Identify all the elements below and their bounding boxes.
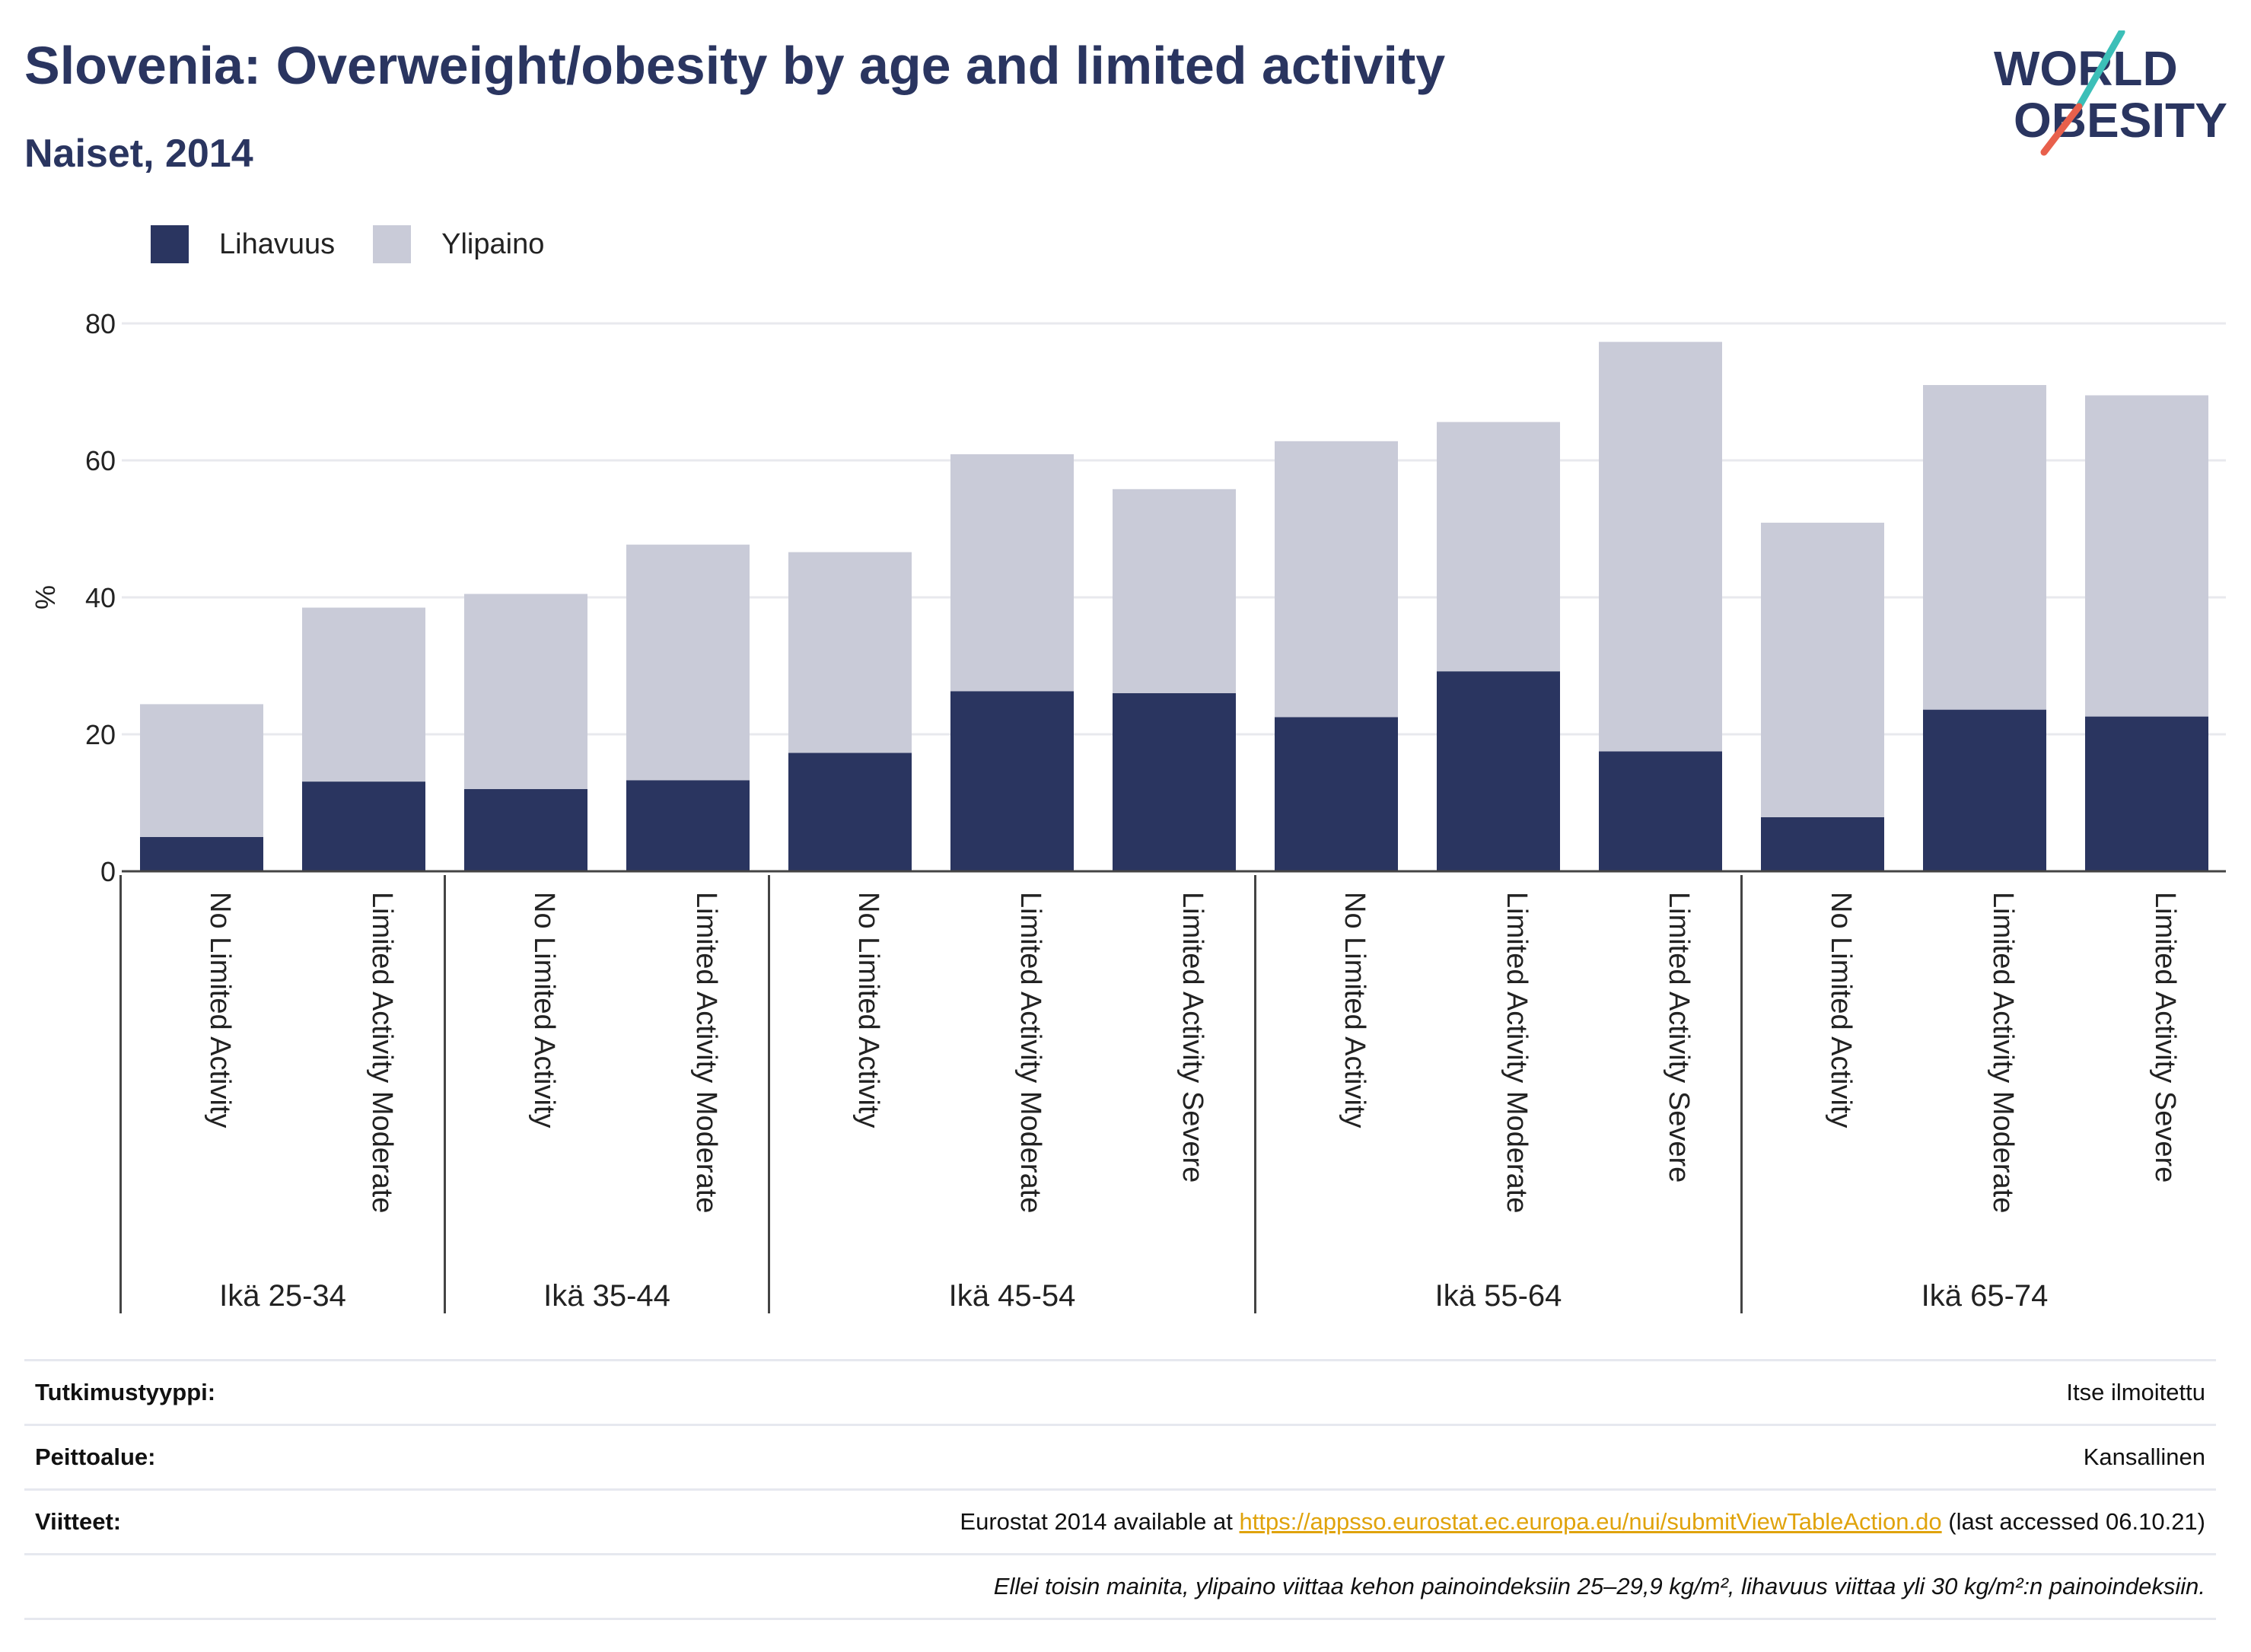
- y-tick-label: 0: [100, 856, 116, 887]
- x-category-label: Limited Activity Severe: [1176, 892, 1208, 1183]
- bar-obesity: [302, 781, 425, 871]
- x-group-label: Ikä 65-74: [1921, 1279, 2049, 1313]
- bar-overweight: [950, 454, 1074, 692]
- reference-prefix: Eurostat 2014 available at: [960, 1508, 1240, 1535]
- bar-overweight: [2085, 395, 2208, 717]
- legend-swatch-obesity: [151, 225, 189, 263]
- info-table: Tutkimustyyppi: Itse ilmoitettu Peittoal…: [24, 1359, 2216, 1620]
- chart-subtitle: Naiset, 2014: [24, 132, 253, 176]
- bar-overweight: [788, 552, 912, 753]
- x-category-label: Limited Activity Severe: [1663, 892, 1695, 1183]
- x-category-label: No Limited Activity: [528, 892, 560, 1128]
- definition-note: Ellei toisin mainita, ylipaino viittaa k…: [993, 1573, 2205, 1599]
- reference-link[interactable]: https://appsso.eurostat.ec.europa.eu/nui…: [1239, 1508, 1942, 1535]
- bar-overweight: [1437, 422, 1560, 672]
- x-category-label: No Limited Activity: [1339, 892, 1371, 1128]
- bar-overweight: [1923, 385, 2046, 710]
- x-group-label: Ikä 35-44: [543, 1279, 670, 1313]
- info-row-coverage: Peittoalue: Kansallinen: [24, 1424, 2216, 1488]
- bar-obesity: [626, 780, 750, 871]
- world-obesity-logo: WORLD OBESITY: [1994, 30, 2227, 156]
- bar-obesity: [1275, 717, 1398, 871]
- logo-slash-coral: [2040, 103, 2083, 156]
- bar-overweight: [1599, 342, 1722, 752]
- x-category-label: No Limited Activity: [204, 892, 236, 1128]
- y-tick-label: 40: [85, 582, 116, 613]
- x-group-label: Ikä 45-54: [949, 1279, 1076, 1313]
- info-row-note: Ellei toisin mainita, ylipaino viittaa k…: [24, 1553, 2216, 1620]
- x-category-label: Limited Activity Moderate: [1014, 892, 1046, 1213]
- logo-line-1: WORLD: [1994, 41, 2178, 96]
- info-row-references: Viitteet: Eurostat 2014 available at htt…: [24, 1488, 2216, 1553]
- x-category-label: Limited Activity Severe: [2149, 892, 2181, 1183]
- info-row-study-type: Tutkimustyyppi: Itse ilmoitettu: [24, 1359, 2216, 1424]
- x-category-label: No Limited Activity: [1825, 892, 1857, 1128]
- info-label-coverage: Peittoalue:: [35, 1444, 156, 1470]
- y-axis-label: %: [30, 585, 61, 610]
- bar-overweight: [140, 704, 263, 837]
- info-value-references: Eurostat 2014 available at https://appss…: [960, 1508, 2216, 1536]
- x-group-label: Ikä 25-34: [219, 1279, 346, 1313]
- bar-chart: 0 20 40 60 80% No Limited Activity Limited Act…: [30, 308, 2226, 1313]
- x-category-label: Limited Activity Moderate: [1501, 892, 1533, 1213]
- info-value-study-type: Itse ilmoitettu: [2066, 1379, 2205, 1405]
- legend-swatch-overweight: [373, 225, 412, 263]
- legend-label-obesity: Lihavuus: [219, 228, 336, 260]
- chart-legend: Lihavuus Ylipaino: [151, 225, 582, 263]
- bar-overweight: [1761, 522, 1884, 817]
- bar-obesity: [950, 691, 1074, 871]
- reference-suffix: (last accessed 06.10.21): [1941, 1508, 2205, 1535]
- bar-obesity: [788, 753, 912, 871]
- bar-obesity: [1599, 751, 1722, 871]
- bar-overweight: [1113, 489, 1236, 693]
- bar-obesity: [2085, 716, 2208, 871]
- chart-title: Slovenia: Overweight/obesity by age and …: [24, 36, 1446, 95]
- info-value-coverage: Kansallinen: [2083, 1444, 2205, 1470]
- x-category-label: Limited Activity Moderate: [366, 892, 398, 1213]
- info-label-references: Viitteet:: [35, 1508, 122, 1535]
- x-category-label: No Limited Activity: [852, 892, 884, 1128]
- x-category-label: Limited Activity Moderate: [1987, 892, 2019, 1213]
- bar-obesity: [1113, 693, 1236, 871]
- legend-item-obesity: Lihavuus: [151, 225, 335, 263]
- bar-overweight: [1275, 441, 1398, 718]
- bar-overweight: [464, 594, 587, 789]
- bar-obesity: [464, 789, 587, 871]
- info-label-study-type: Tutkimustyyppi:: [35, 1379, 216, 1405]
- y-tick-label: 60: [85, 445, 116, 476]
- x-category-label: Limited Activity Moderate: [690, 892, 722, 1213]
- bar-overweight: [302, 607, 425, 782]
- bar-obesity: [1923, 709, 2046, 871]
- bar-overweight: [626, 544, 750, 781]
- legend-label-overweight: Ylipaino: [441, 228, 545, 260]
- bar-obesity: [1437, 671, 1560, 871]
- y-tick-label: 20: [85, 719, 116, 750]
- legend-item-overweight: Ylipaino: [373, 225, 544, 263]
- logo-line-2: OBESITY: [2014, 93, 2227, 148]
- x-group-label: Ikä 55-64: [1435, 1279, 1562, 1313]
- y-tick-label: 80: [85, 308, 116, 339]
- bar-obesity: [140, 837, 263, 871]
- logo-slash-teal: [2075, 30, 2125, 110]
- bar-obesity: [1761, 816, 1884, 871]
